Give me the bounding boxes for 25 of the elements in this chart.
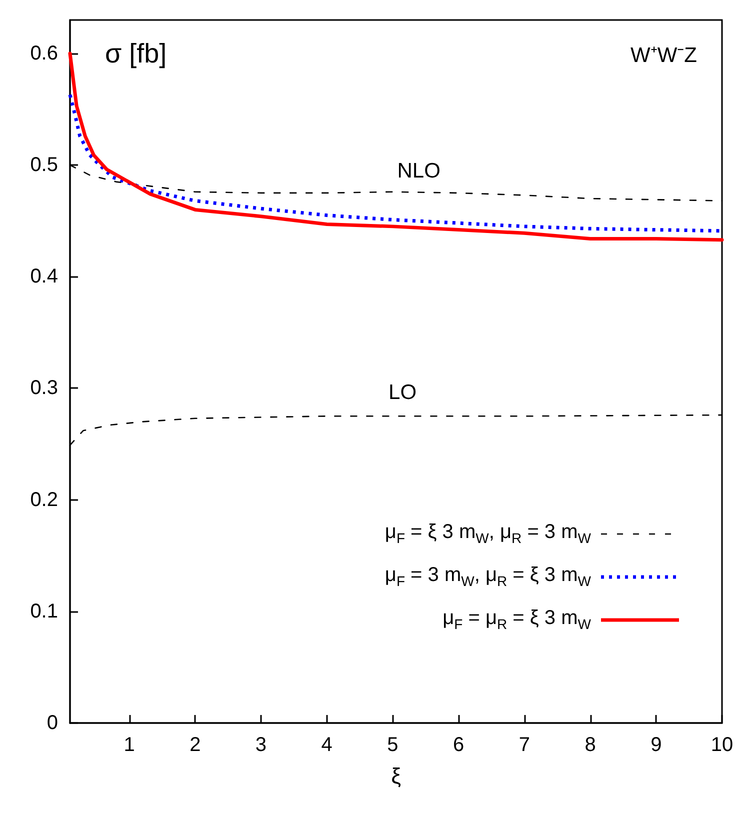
x-tick-label: 7 <box>518 734 530 756</box>
x-tick-label: 5 <box>387 734 398 756</box>
annotation: W⁺W⁻Z <box>630 44 698 67</box>
y-tick-label: 0.4 <box>30 266 58 288</box>
x-tick-label: 6 <box>453 734 464 756</box>
annotation: NLO <box>397 160 440 183</box>
annotation: LO <box>388 381 417 404</box>
legend-label: μ$_{F}$ = 3 m$_{W}$, μ$_{R}$ = ξ 3 m$_{W}$ <box>384 564 591 589</box>
y-tick-label: 0.5 <box>30 154 58 176</box>
x-tick-label: 8 <box>584 734 596 756</box>
annotation: σ [fb] <box>105 38 167 68</box>
x-tick-label: 3 <box>255 734 267 756</box>
y-tick-label: 0.1 <box>30 600 58 622</box>
x-tick-label: 2 <box>190 734 201 756</box>
x-tick-label: 1 <box>124 734 135 756</box>
y-tick-label: 0.2 <box>30 488 58 511</box>
legend-label: μ$_{F}$ = ξ 3 m$_{W}$, μ$_{R}$ = 3 m$_{W}$ <box>384 521 591 546</box>
y-tick-label: 0 <box>46 712 58 734</box>
x-tick-label: 10 <box>710 734 734 756</box>
x-axis-title: ξ <box>391 764 402 788</box>
x-tick-label: 4 <box>321 734 332 756</box>
y-tick-label: 0.3 <box>30 377 58 400</box>
x-tick-label: 9 <box>650 734 662 756</box>
legend-label: μ$_{F}$ = μ$_{R}$ = ξ 3 m$_{W}$ <box>442 607 591 632</box>
y-tick-label: 0.6 <box>30 42 58 64</box>
